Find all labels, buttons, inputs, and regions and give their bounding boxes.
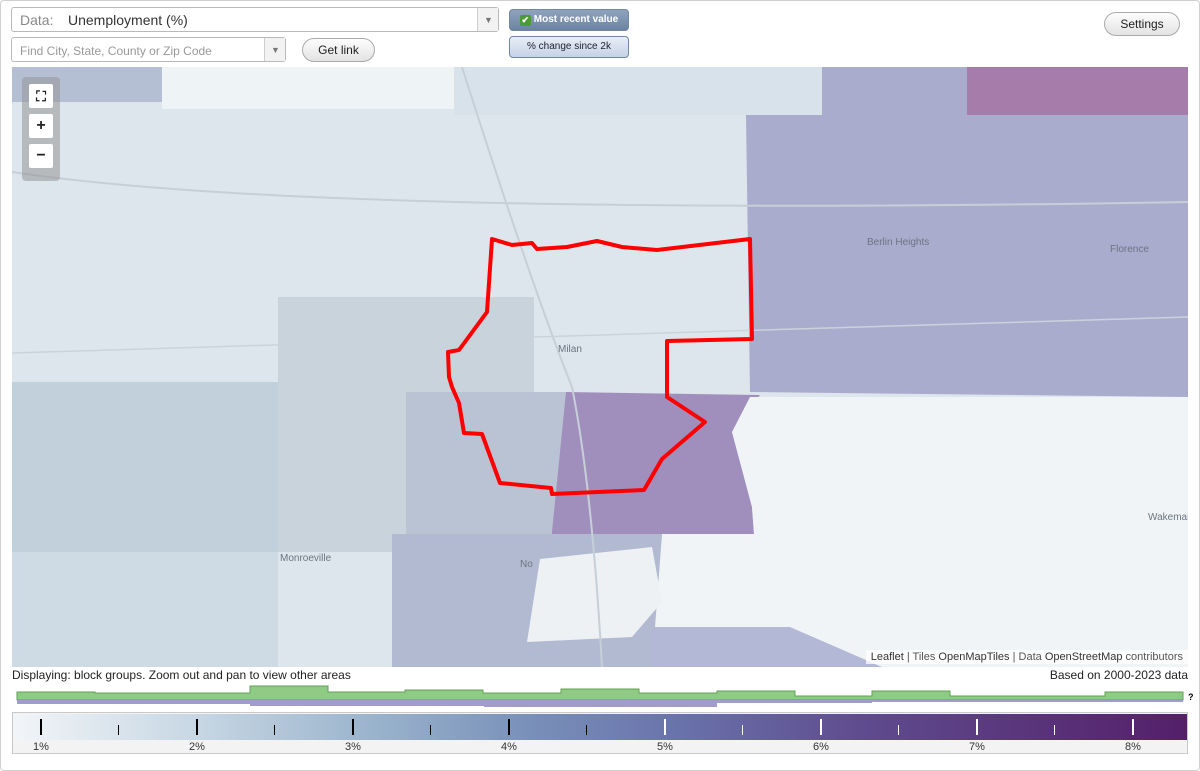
- color-gradient: [13, 714, 1187, 740]
- legend-tick-major: [976, 719, 978, 735]
- region-w: [12, 382, 278, 552]
- map-label-norwalk: No: [520, 559, 533, 570]
- histogram-help-icon[interactable]: ?: [1188, 692, 1194, 702]
- region-se: [652, 397, 1188, 667]
- map-attribution: Leaflet | Tiles OpenMapTiles | Data Open…: [865, 650, 1188, 664]
- legend-label: 3%: [345, 741, 361, 753]
- legend-tick-major: [1132, 719, 1134, 735]
- highway: [12, 171, 1188, 207]
- legend-tick-minor: [118, 725, 119, 735]
- checkmark-icon: ✔: [519, 15, 531, 26]
- map-zoom-controls: ⛶ + −: [22, 77, 60, 181]
- region-ne: [746, 67, 1188, 397]
- legend-tick-major: [820, 719, 822, 735]
- chevron-down-icon: ▼: [484, 15, 493, 25]
- attribution-sep-2: | Data: [1009, 651, 1045, 663]
- openstreetmap-link[interactable]: OpenStreetMap: [1044, 651, 1123, 663]
- region-s-purple: [652, 627, 882, 667]
- most-recent-label: Most recent value: [533, 14, 619, 25]
- legend-label: 1%: [33, 741, 49, 753]
- fullscreen-icon[interactable]: ⛶: [29, 84, 53, 108]
- legend-label: 8%: [1125, 741, 1141, 753]
- legend-tick-minor: [742, 725, 743, 735]
- region-c: [406, 392, 566, 552]
- map-label-wakeman: Wakeman: [1148, 512, 1188, 523]
- map-label-milan: Milan: [558, 344, 582, 355]
- legend-tick-minor: [586, 725, 587, 735]
- legend-tick-major: [508, 719, 510, 735]
- data-select[interactable]: Data: Unemployment (%) ▼: [11, 7, 499, 32]
- legend-tick-major: [664, 719, 666, 735]
- displaying-status: Displaying: block groups. Zoom out and p…: [12, 668, 351, 682]
- region-far-ne: [967, 67, 1188, 115]
- region-s-light: [527, 547, 662, 642]
- legend-tick-minor: [898, 725, 899, 735]
- legend-label: 4%: [501, 741, 517, 753]
- map-label-berlin-heights: Berlin Heights: [867, 237, 930, 248]
- leaflet-link[interactable]: Leaflet: [870, 651, 904, 663]
- data-select-dropdown-button[interactable]: ▼: [477, 8, 498, 31]
- legend-label: 2%: [189, 741, 205, 753]
- percent-change-toggle[interactable]: % change since 2k: [509, 36, 629, 58]
- selected-area-outline: [446, 237, 754, 496]
- chevron-down-icon: ▼: [271, 45, 280, 55]
- map-label-monroeville: Monroeville: [280, 553, 332, 564]
- attribution-sep-1: | Tiles: [903, 651, 939, 663]
- search-input[interactable]: [18, 41, 262, 60]
- legend-tick-minor: [1054, 725, 1055, 735]
- legend-tick-minor: [274, 725, 275, 735]
- legend-tick-major: [196, 719, 198, 735]
- data-select-label: Data:: [20, 12, 54, 28]
- legend-tick-major: [40, 719, 42, 735]
- road-ns: [461, 67, 603, 667]
- legend-label: 6%: [813, 741, 829, 753]
- legend-tick-minor: [430, 725, 431, 735]
- get-link-button[interactable]: Get link: [302, 38, 375, 62]
- search-dropdown-button[interactable]: ▼: [264, 38, 285, 61]
- map-view[interactable]: Milan Berlin Heights Florence Monroevill…: [12, 67, 1188, 667]
- road-ew: [12, 316, 1188, 354]
- region-nc: [454, 67, 822, 115]
- map-canvas: [12, 67, 1188, 667]
- legend-tick-major: [352, 719, 354, 735]
- histogram-green: [16, 685, 1184, 701]
- legend-label: 7%: [969, 741, 985, 753]
- most-recent-value-toggle[interactable]: ✔ Most recent value: [509, 9, 629, 31]
- location-search[interactable]: ▼: [11, 37, 286, 62]
- region-n: [162, 67, 454, 109]
- data-range-status: Based on 2000-2023 data: [1049, 668, 1188, 682]
- settings-button[interactable]: Settings: [1104, 12, 1180, 36]
- data-select-value: Unemployment (%): [68, 12, 188, 28]
- map-label-florence: Florence: [1110, 244, 1149, 255]
- openmaptiles-link[interactable]: OpenMapTiles: [938, 651, 1010, 663]
- histogram-purple: [17, 700, 1183, 707]
- color-scale-legend: 1% 2% 3% 4% 5% 6% 7% 8%: [12, 712, 1188, 754]
- zoom-in-button[interactable]: +: [29, 114, 53, 138]
- region-sw: [12, 552, 278, 667]
- attribution-suffix: contributors: [1122, 651, 1183, 663]
- legend-label: 5%: [657, 741, 673, 753]
- zoom-out-button[interactable]: −: [29, 144, 53, 168]
- value-histogram: [16, 685, 1184, 707]
